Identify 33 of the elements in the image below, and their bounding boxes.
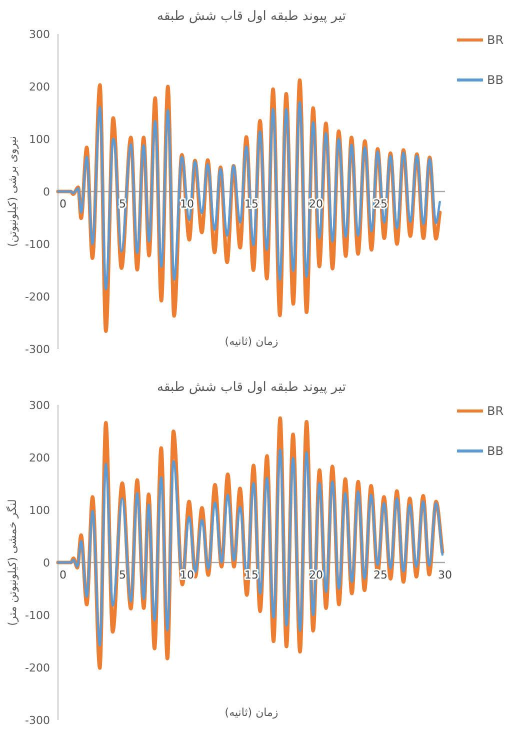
y-axis-title: نیروی برشی (کیلونیوتن) <box>6 136 19 247</box>
legend-label: BR <box>487 33 504 47</box>
y-tick-label: 100 <box>29 133 50 146</box>
x-tick-label: 30 <box>438 568 452 582</box>
y-tick-label: -100 <box>25 609 50 622</box>
y-axis-title: لنگر خمشی (کیلونیوتن متر) <box>6 499 19 626</box>
y-tick-label: -300 <box>25 714 50 727</box>
legend-label: BR <box>487 404 504 418</box>
x-tick-label: 0 <box>60 198 66 210</box>
y-tick-label: 100 <box>29 504 50 517</box>
y-tick-label: -100 <box>25 238 50 251</box>
x-tick-label: 20 <box>309 198 323 210</box>
legend-label: BB <box>487 73 504 87</box>
chart-title: تیر پیوند طبقه اول قاب شش طبقه <box>156 380 346 395</box>
y-tick-label: 300 <box>29 399 50 412</box>
y-tick-label: -200 <box>25 662 50 674</box>
y-tick-label: 200 <box>29 452 50 464</box>
x-tick-label: 5 <box>119 568 126 582</box>
x-axis-title: زمان (ثانیه) <box>224 706 278 719</box>
legend-label: BB <box>487 444 504 458</box>
chart-title: تیر پیوند طبقه اول قاب شش طبقه <box>156 9 346 24</box>
y-tick-label: 0 <box>43 186 50 198</box>
x-tick-label: 10 <box>180 198 194 210</box>
y-tick-label: 200 <box>29 80 50 94</box>
y-tick-label: 0 <box>43 556 50 570</box>
x-tick-label: 25 <box>374 198 388 210</box>
y-tick-label: -300 <box>25 343 50 356</box>
x-axis-title: زمان (ثانیه) <box>224 335 278 348</box>
x-tick-label: 25 <box>374 568 388 582</box>
y-tick-label: 300 <box>29 28 50 41</box>
y-tick-label: -200 <box>25 290 50 304</box>
x-tick-label: 20 <box>309 568 323 582</box>
x-tick-label: 0 <box>60 568 66 582</box>
